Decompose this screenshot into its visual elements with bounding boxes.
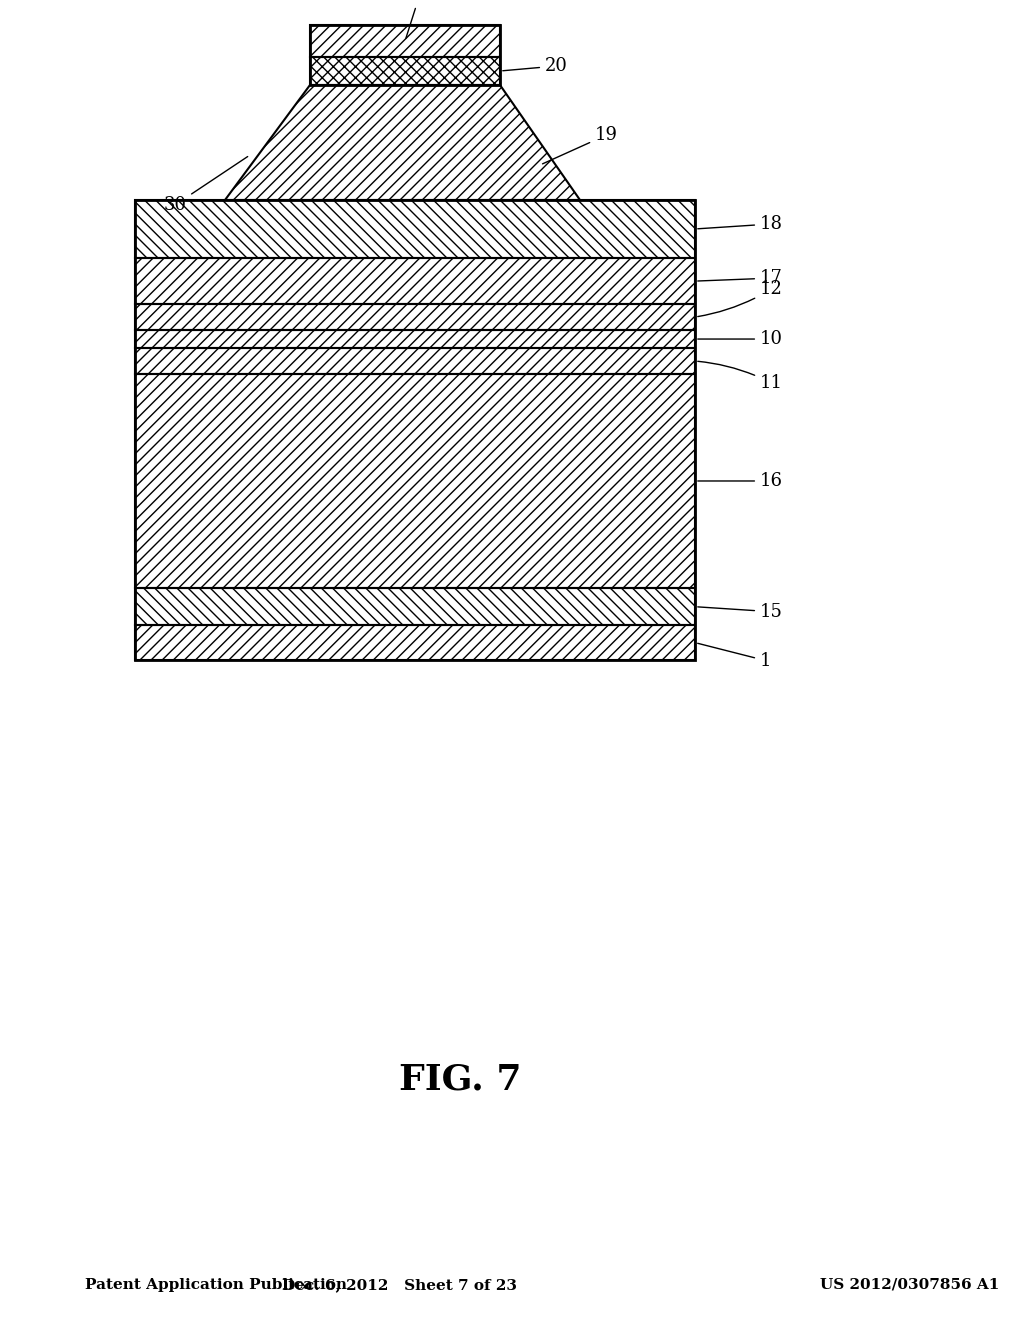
Bar — [135, 589, 695, 626]
Text: US 2012/0307856 A1: US 2012/0307856 A1 — [820, 1278, 999, 1292]
Bar — [135, 305, 695, 330]
Text: Patent Application Publication: Patent Application Publication — [85, 1278, 347, 1292]
Bar — [135, 257, 695, 305]
Text: 1: 1 — [697, 643, 771, 669]
Text: 17: 17 — [697, 269, 783, 288]
Bar — [135, 348, 695, 374]
Text: 20: 20 — [503, 57, 568, 75]
Text: 18: 18 — [697, 215, 783, 232]
Text: 30: 30 — [164, 157, 248, 214]
Bar — [310, 25, 500, 57]
Bar — [310, 57, 500, 84]
Text: 10: 10 — [697, 330, 783, 348]
Text: 11: 11 — [697, 362, 783, 392]
Text: 15: 15 — [697, 603, 783, 620]
Bar — [135, 201, 695, 257]
Bar — [135, 626, 695, 660]
Text: Dec. 6, 2012   Sheet 7 of 23: Dec. 6, 2012 Sheet 7 of 23 — [283, 1278, 517, 1292]
Bar — [135, 374, 695, 589]
Text: 16: 16 — [697, 473, 783, 490]
Text: 52: 52 — [406, 0, 431, 38]
Bar — [135, 330, 695, 348]
Text: 19: 19 — [543, 125, 618, 164]
Bar — [310, 25, 500, 84]
Bar — [135, 201, 695, 660]
Text: 12: 12 — [697, 280, 783, 317]
Text: FIG. 7: FIG. 7 — [398, 1063, 521, 1097]
